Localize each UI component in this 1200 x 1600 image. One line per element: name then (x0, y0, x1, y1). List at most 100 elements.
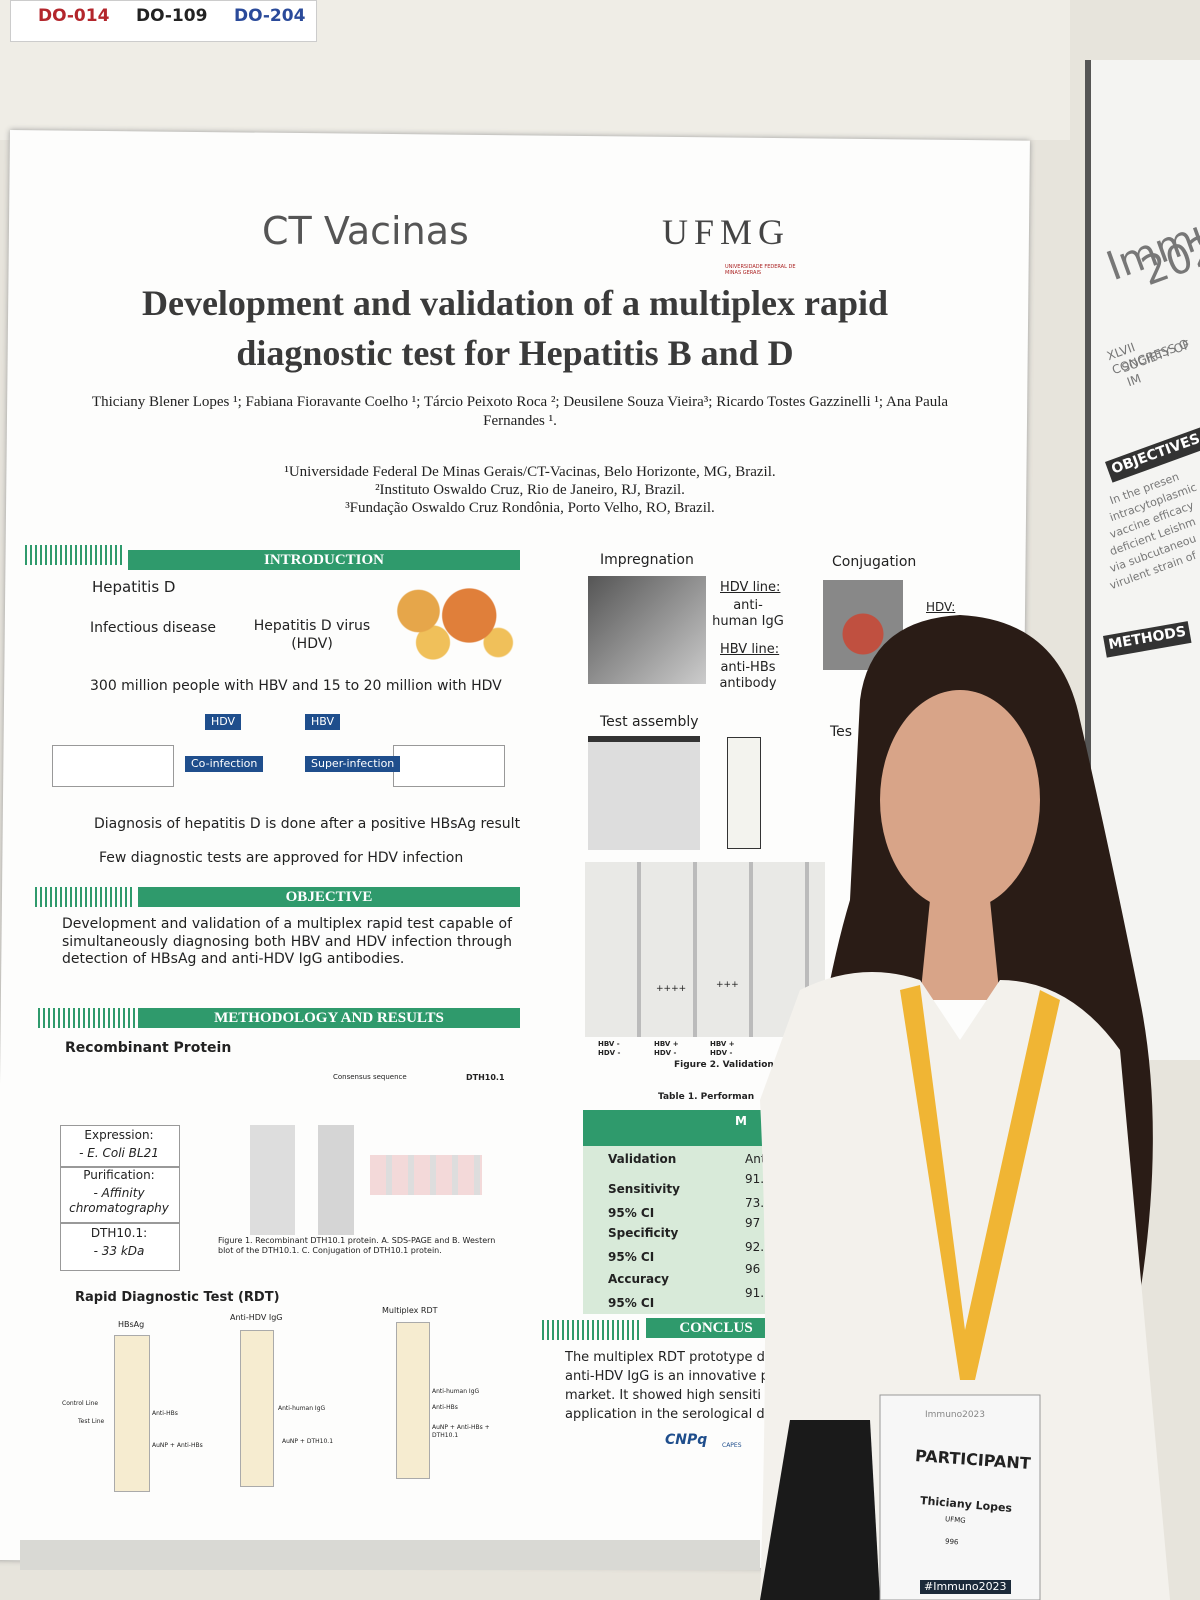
lanyard (900, 985, 1060, 1380)
subtitle: Hepatitis D (92, 578, 176, 596)
header-stripes (25, 545, 125, 565)
info-box (60, 1223, 180, 1271)
label: Consensus sequence (333, 1073, 407, 1081)
paragraph: Development and validation of a multiple… (62, 916, 512, 967)
text: Diagnosis of hepatitis D is done after a… (94, 816, 521, 832)
result: +++ (716, 980, 739, 990)
header-stripes (542, 1320, 642, 1340)
section-header: CONCLUS (646, 1318, 786, 1338)
strip-title: HBsAg (118, 1320, 145, 1329)
funder-logo: CAPES (722, 1442, 742, 1449)
section-header: INTRODUCTION (128, 550, 520, 570)
logo: CT Vacinas (262, 209, 469, 253)
label: anti-HBs antibody (719, 660, 777, 692)
step-title: Impregnation (600, 552, 694, 568)
info-box (60, 1125, 180, 1167)
diagram-label: HDV (205, 714, 242, 730)
table-cell: 95% CI (608, 1206, 655, 1220)
world-map (375, 575, 520, 665)
table-cell: Sensitivity (608, 1182, 680, 1196)
booth-label-strip (10, 0, 317, 42)
table-cell: Specificity (608, 1226, 679, 1240)
paragraph-line: The multiplex RDT prototype dev (565, 1350, 781, 1365)
strip-label: AuNP + Anti-HBs (152, 1442, 203, 1449)
step-title: Test assembly (600, 714, 699, 730)
box-text: - Affinity chromatography (69, 1186, 169, 1215)
label: HDV: (926, 600, 956, 614)
authors: Thiciany Blener Lopes ¹; Fabiana Fiorava… (91, 394, 949, 429)
gel-image (250, 1125, 295, 1235)
label: HDV line: (720, 580, 781, 595)
paragraph-line: market. It showed high sensiti (565, 1388, 762, 1403)
caption: Table 1. Performan (658, 1092, 755, 1102)
header-stripes (35, 887, 135, 907)
liver-diagram (52, 745, 174, 787)
diagram-label: Co-infection (185, 756, 264, 772)
table-cell: Accuracy (608, 1272, 670, 1286)
strip-title: Anti-HDV IgG (230, 1313, 283, 1322)
conjugate-tubes (370, 1155, 482, 1195)
assembly-photo (588, 736, 700, 850)
text: 300 million people with HBV and 15 to 20… (90, 678, 502, 694)
strip-label: Anti-HBs (152, 1410, 178, 1417)
paragraph-line: anti-HDV IgG is an innovative pr (565, 1369, 775, 1384)
box-text: Purification: (83, 1168, 155, 1182)
diagram-label: Super-infection (305, 756, 401, 772)
strip-label: Control Line (62, 1400, 99, 1407)
gel-image (318, 1125, 354, 1235)
affiliation: ³Fundação Oswaldo Cruz Rondônia, Porto V… (345, 500, 715, 516)
label: HBV line: (720, 642, 780, 657)
neck (920, 900, 1000, 1000)
logo-subtitle: UNIVERSIDADE FEDERAL DE MINAS GERAIS (725, 264, 796, 277)
badge-text: #Immuno2023 (920, 1580, 1011, 1594)
table-cell: 96 (745, 1262, 761, 1276)
strip-label: AuNP + DTH10.1 (282, 1438, 334, 1445)
table-body (583, 1146, 783, 1314)
funder-logo: CNPq (665, 1432, 708, 1448)
step-title: Conjugation (832, 554, 917, 570)
cassette (727, 737, 761, 849)
booth-label: DO-109 (136, 6, 208, 26)
booth-label: DO-014 (38, 6, 110, 26)
section-header: OBJECTIVE (138, 887, 520, 907)
rdt-strip (396, 1322, 430, 1479)
subtitle: Recombinant Protein (65, 1040, 232, 1056)
table-cell: 95% CI (608, 1296, 655, 1310)
strip-label: Anti-human IgG (278, 1405, 326, 1412)
text: Infectious disease (90, 620, 216, 636)
impregnation-photo (588, 576, 706, 684)
table-cell: 95% CI (608, 1250, 655, 1264)
strip-label: Test Line (78, 1418, 105, 1425)
box-text: Expression: (84, 1128, 154, 1142)
table-cell: 97 (745, 1216, 761, 1230)
strip-title: Multiplex RDT (382, 1306, 438, 1315)
rdt-strip (114, 1335, 150, 1492)
caption: Figure 1. Recombinant DTH10.1 protein. A… (218, 1236, 496, 1255)
box-text: DTH10.1: (90, 1226, 148, 1240)
group-label: HBV - HDV - (598, 1040, 621, 1057)
logo: UFMG (662, 212, 791, 252)
box-text: - E. Coli BL21 (79, 1146, 159, 1160)
poster-title: Development and validation of a multiple… (141, 283, 889, 374)
label: anti-human IgG (712, 598, 784, 630)
table-header (583, 1110, 783, 1146)
text: Few diagnostic tests are approved for HD… (99, 850, 464, 866)
badge (879, 1394, 1041, 1600)
badge-text: 996 (944, 1537, 959, 1547)
table-header: M (735, 1114, 747, 1128)
strip-label: Anti-human IgG (432, 1388, 480, 1395)
affiliation: ²Instituto Oswaldo Cruz, Rio de Janeiro,… (375, 482, 685, 498)
caption: Figure 2. Validation (674, 1060, 774, 1070)
diagram-label: HBV (305, 714, 341, 730)
poster-bottom-bar (20, 1540, 760, 1570)
affiliation: ¹Universidade Federal De Minas Gerais/CT… (284, 464, 776, 480)
trousers (760, 1420, 880, 1600)
badge-text: Immuno2023 (925, 1410, 986, 1420)
text: Hepatitis D virus (HDV) (253, 618, 371, 652)
liver-diagram (393, 745, 505, 787)
table-cell: Validation (608, 1152, 677, 1166)
box-text: - 33 kDa (93, 1244, 145, 1258)
header-stripes (38, 1008, 138, 1028)
